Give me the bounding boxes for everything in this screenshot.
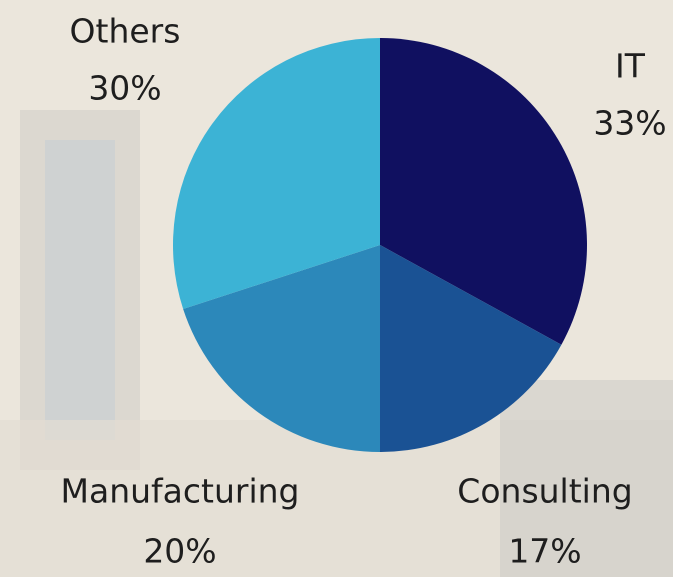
slice-value-label: 33% bbox=[593, 104, 666, 143]
building-window-glass bbox=[45, 140, 115, 440]
slice-value-label: 17% bbox=[508, 532, 581, 571]
pie-slice bbox=[172, 38, 380, 309]
slice-label: Manufacturing bbox=[61, 472, 300, 511]
slice-label: IT bbox=[615, 47, 646, 86]
slice-value-label: 30% bbox=[88, 69, 161, 108]
building-shadow bbox=[500, 380, 673, 577]
pie-slice bbox=[380, 38, 588, 345]
pie-slice bbox=[380, 245, 562, 452]
slice-label: Consulting bbox=[457, 472, 632, 511]
slice-value-label: 20% bbox=[143, 532, 216, 571]
pie-slice bbox=[183, 245, 380, 452]
slice-label: Others bbox=[70, 12, 181, 51]
